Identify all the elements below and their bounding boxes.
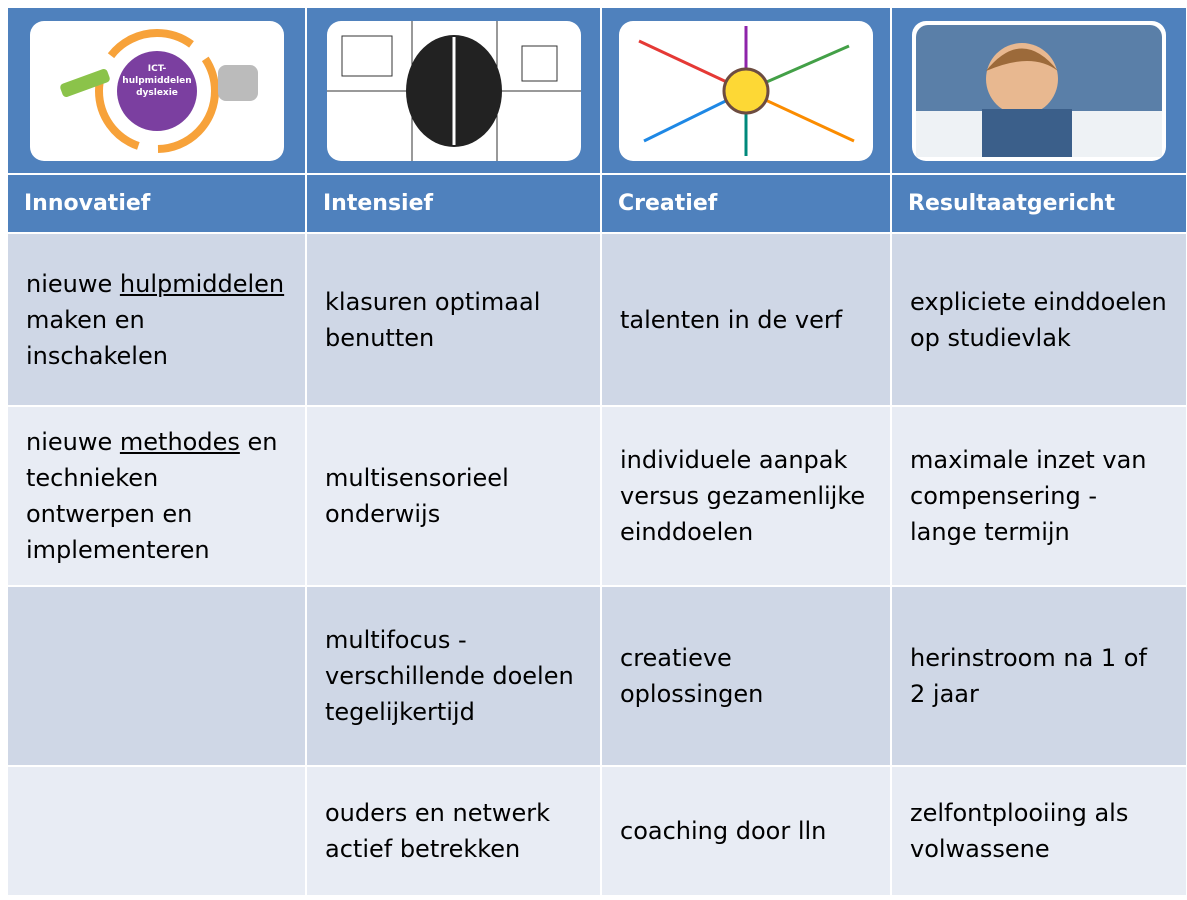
cell-text: klasuren optimaal benutten [325,284,582,356]
table-cell: coaching door lln [602,767,890,895]
table-cell [8,587,305,765]
image-caption: ICT-hulpmiddelen dyslexie [121,63,192,98]
cell-text: expliciete einddoelen op studievlak [910,284,1168,356]
cell-text: multisensorieel onderwijs [325,460,582,532]
text: multisensorieel onderwijs [325,464,509,528]
text: expliciete einddoelen op studievlak [910,287,1167,352]
cell-text: creatieve oplossingen [620,640,872,712]
text: nieuwe [26,428,120,456]
cell-text: ouders en netwerk actief betrekken [325,795,582,867]
table-cell: ouders en netwerk actief betrekken [307,767,600,895]
cell-text: coaching door lln [620,813,826,849]
cell-text: herinstroom na 1 of 2 jaar [910,640,1168,712]
table-cell [8,767,305,895]
image-cell [892,8,1186,173]
cell-text: multifocus - verschillende doelen tegeli… [325,622,582,730]
table-cell: nieuwe methodes en technieken ontwerpen … [8,407,305,585]
image [619,20,873,161]
header-cell: Innovatief [8,175,305,232]
header-text: Intensief [323,191,434,216]
text: ouders en netwerk actief betrekken [325,799,551,863]
header-cell: Intensief [307,175,600,232]
text: individuele aanpak versus gezamenlijke e… [620,446,866,546]
image [326,20,581,161]
table-cell: individuele aanpak versus gezamenlijke e… [602,407,890,585]
table-cell: talenten in de verf [602,234,890,405]
cell-text: talenten in de verf [620,302,842,338]
header-text: Creatief [618,191,718,216]
table-cell: maximale inzet van compensering - lange … [892,407,1186,585]
text: maximale inzet van compensering - lange … [910,446,1147,546]
underlined-text: hulpmiddelen [119,269,285,298]
text: talenten in de verf [620,305,843,334]
table-cell: expliciete einddoelen op studievlak [892,234,1186,405]
cell-text: zelfontplooiing als volwassene [910,795,1168,867]
image: ICT-hulpmiddelen dyslexie [29,20,284,161]
table: ICT-hulpmiddelen dyslexie [8,8,1186,895]
underlined-text: methodes [119,428,240,456]
header-text: Resultaatgericht [908,191,1116,216]
text: maken en inschakelen [26,305,168,370]
text: creatieve oplossingen [620,644,764,708]
cell-text: nieuwe hulpmiddelen maken en inschakelen [26,266,287,374]
text: en technieken ontwerpen en implementeren [26,428,278,564]
image-cell [602,8,890,173]
table-cell: nieuwe hulpmiddelen maken en inschakelen [8,234,305,405]
image-cell [307,8,600,173]
table-cell: zelfontplooiing als volwassene [892,767,1186,895]
text: klasuren optimaal benutten [325,287,541,352]
text: coaching door lln [620,817,827,845]
text: nieuwe [26,269,120,298]
header-text: Innovatief [24,191,151,216]
text: multifocus - verschillende doelen tegeli… [325,626,574,726]
cell-text: nieuwe methodes en technieken ontwerpen … [26,424,287,568]
header-cell: Creatief [602,175,890,232]
text: herinstroom na 1 of 2 jaar [910,644,1147,708]
table-cell: multifocus - verschillende doelen tegeli… [307,587,600,765]
image-cell: ICT-hulpmiddelen dyslexie [8,8,305,173]
table-cell: multisensorieel onderwijs [307,407,600,585]
table-cell: klasuren optimaal benutten [307,234,600,405]
header-cell: Resultaatgericht [892,175,1186,232]
cell-text: maximale inzet van compensering - lange … [910,442,1168,550]
cell-text: individuele aanpak versus gezamenlijke e… [620,442,872,550]
table-cell: creatieve oplossingen [602,587,890,765]
text: zelfontplooiing als volwassene [910,799,1129,863]
table-cell: herinstroom na 1 of 2 jaar [892,587,1186,765]
image [912,20,1166,161]
